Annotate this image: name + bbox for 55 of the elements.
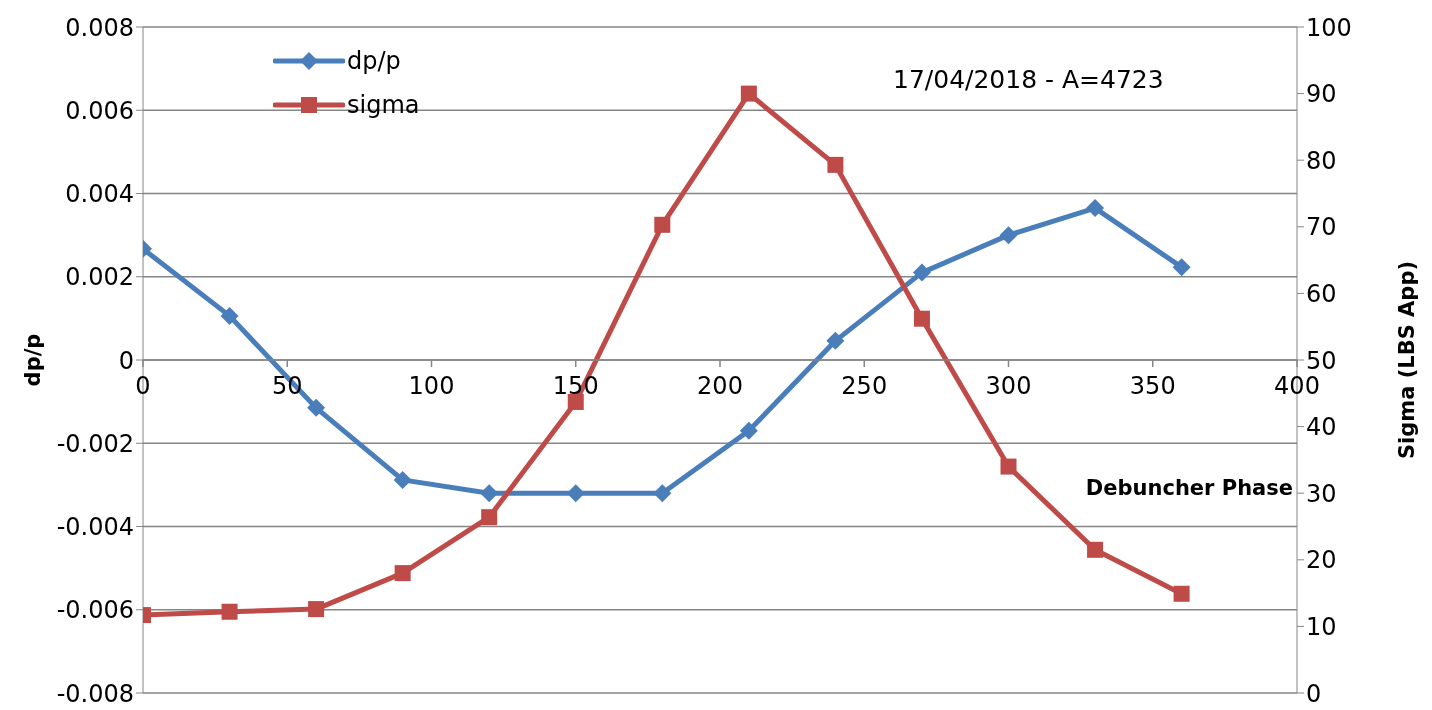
point — [912, 263, 931, 282]
point — [220, 306, 239, 325]
point — [394, 565, 411, 582]
x-tick-label: 250 — [841, 372, 888, 400]
y-tick-label: -0.008 — [56, 679, 134, 708]
x-tick-label: 400 — [1274, 372, 1320, 400]
x-axis-title: Debuncher Phase — [1085, 476, 1293, 500]
point — [999, 226, 1018, 245]
annotation: 17/04/2018 - A=4723 — [893, 65, 1164, 94]
y2-tick-label: 20 — [1306, 546, 1337, 575]
y-tick-label: -0.004 — [56, 513, 134, 542]
point — [827, 156, 844, 173]
y2-tick-label: 10 — [1306, 612, 1337, 641]
y2-tick-label: 100 — [1306, 13, 1352, 42]
x-tick-label: 300 — [985, 372, 1032, 400]
y-tick-label: 0 — [118, 346, 134, 375]
y-tick-label: 0.008 — [65, 13, 134, 42]
y-tick-label: -0.002 — [56, 429, 134, 458]
legend-label: sigma — [347, 91, 420, 119]
y2-tick-label: 60 — [1306, 279, 1337, 308]
point — [1172, 258, 1191, 277]
y-tick-label: 0.004 — [65, 180, 134, 209]
point — [481, 509, 498, 526]
point — [1086, 199, 1105, 218]
point — [913, 310, 930, 327]
y2-tick-label: 80 — [1306, 146, 1337, 175]
x-tick-label: 100 — [408, 372, 455, 400]
legend-label: dp/p — [347, 47, 401, 75]
point — [740, 85, 757, 102]
point — [393, 470, 412, 489]
point — [653, 484, 672, 503]
point — [654, 216, 671, 233]
y2-tick-label: 0 — [1306, 679, 1322, 708]
y2-tick-label: 70 — [1306, 213, 1337, 242]
y2-tick-label: 40 — [1306, 413, 1337, 442]
x-tick-label: 350 — [1129, 372, 1176, 400]
y2-tick-label: 90 — [1306, 80, 1337, 109]
point — [566, 484, 585, 503]
y2-axis-title: Sigma (LBS App) — [1395, 260, 1420, 460]
y2-tick-label: 50 — [1306, 346, 1337, 375]
point — [221, 603, 238, 620]
y-tick-label: 0.006 — [65, 96, 134, 125]
y-tick-label: 0.002 — [65, 263, 134, 292]
y-tick-label: -0.006 — [56, 596, 134, 625]
y-axis-title: dp/p — [21, 333, 46, 387]
point — [739, 421, 758, 440]
point — [1000, 458, 1017, 475]
y2-tick-label: 30 — [1306, 479, 1337, 508]
point — [1173, 585, 1190, 602]
point — [308, 601, 325, 618]
x-tick-label: 0 — [135, 372, 151, 400]
point — [307, 398, 326, 417]
point — [1087, 541, 1104, 558]
point — [826, 331, 845, 350]
x-tick-label: 200 — [697, 372, 743, 400]
